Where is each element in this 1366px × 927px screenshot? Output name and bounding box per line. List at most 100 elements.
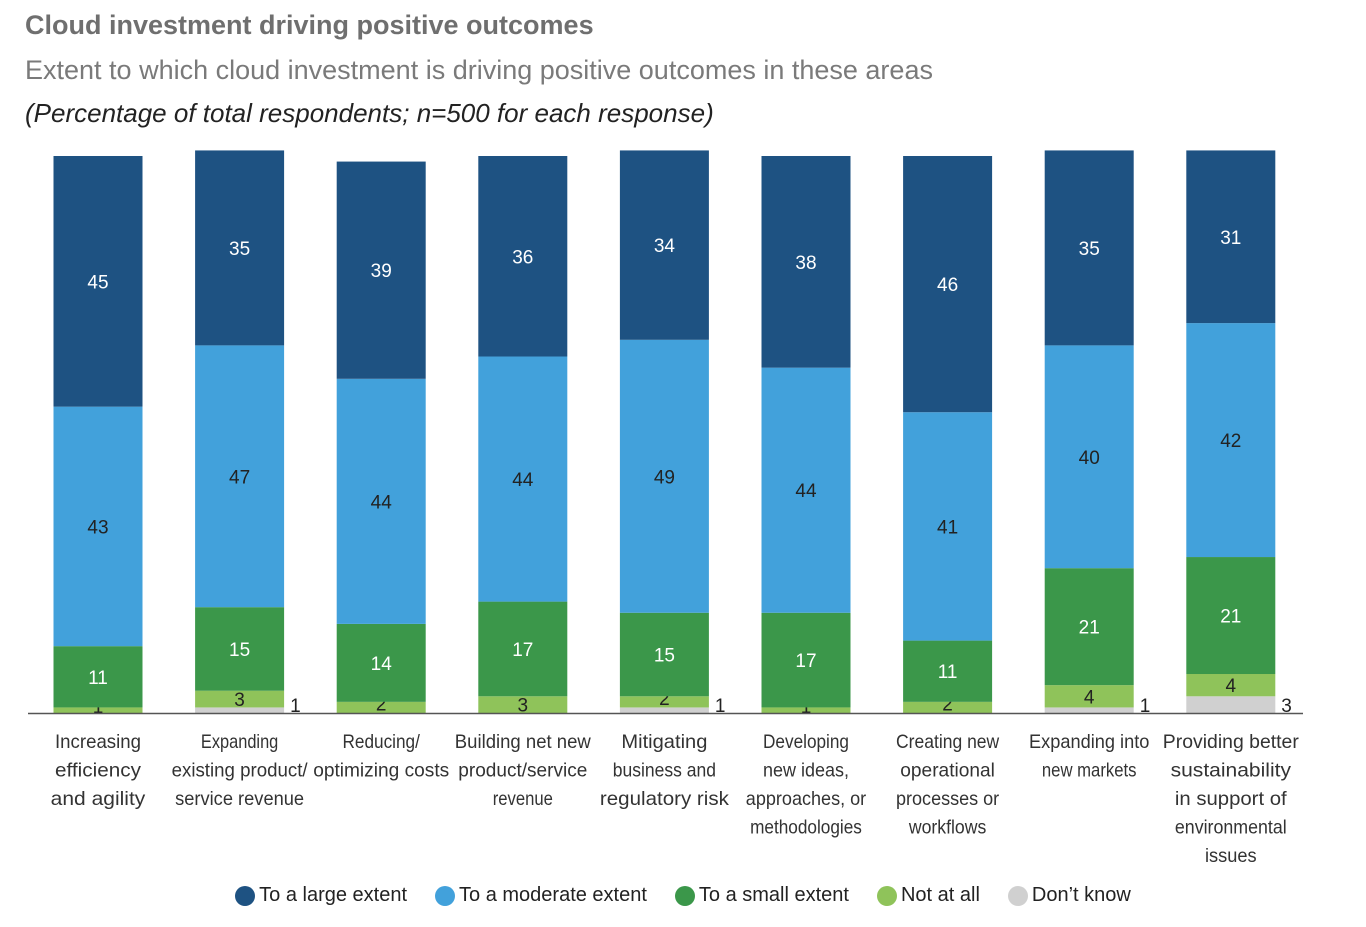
bar-segment-7-0: [1044, 707, 1134, 713]
category-label-line: regulatory risk: [600, 788, 729, 810]
legend-item-large: To a large extent: [235, 884, 407, 907]
bar-segment-4-3: [619, 339, 709, 613]
category-label-line: new markets: [1042, 760, 1137, 782]
chart-legend: To a large extent To a moderate extent T…: [0, 884, 1366, 907]
bar-segment-6-3: [903, 412, 993, 641]
data-label-not-at-all-7: 4: [1084, 687, 1095, 708]
bar-segment-7-4: [1044, 150, 1134, 346]
legend-label-dont-know: Don’t know: [1031, 884, 1131, 906]
category-label-line: workflows: [908, 817, 987, 839]
legend-item-moderate: To a moderate extent: [435, 884, 647, 907]
category-label-line: Increasing: [55, 731, 141, 753]
legend-item-not-at-all: Not at all: [876, 884, 980, 907]
data-label-to-a-moderate-extent-1: 47: [229, 467, 250, 488]
category-label-line: Expanding into: [1029, 731, 1150, 753]
data-label-to-a-small-extent-6: 11: [938, 662, 958, 683]
bar-segment-0-4: [53, 156, 143, 407]
legend-dot-not-at-all: [876, 885, 897, 906]
chart-subtitle: Extent to which cloud investment is driv…: [25, 55, 933, 85]
bar-segment-8-0: [1186, 696, 1276, 713]
data-label-to-a-large-extent-5: 38: [795, 253, 816, 274]
data-label-to-a-large-extent-3: 36: [512, 247, 533, 268]
category-label-line: product/service: [458, 760, 587, 782]
legend-dot-moderate: [435, 885, 456, 906]
bar-segment-5-4: [761, 156, 851, 368]
data-label-to-a-large-extent-4: 34: [654, 236, 676, 257]
data-label-not-at-all-3: 3: [518, 696, 529, 717]
bar-segment-6-2: [903, 640, 993, 702]
bar-segment-8-4: [1186, 150, 1276, 324]
bar-segment-4-1: [619, 696, 709, 708]
bar-segment-7-1: [1044, 685, 1134, 708]
category-label-line: existing product/: [172, 760, 309, 782]
legend-item-small: To a small extent: [674, 884, 849, 907]
data-label-to-a-small-extent-0: 11: [88, 668, 108, 689]
bar-segment-4-4: [619, 150, 709, 340]
bar-segment-3-4: [478, 156, 568, 357]
bar-segment-5-2: [761, 612, 851, 708]
bar-segment-7-3: [1044, 345, 1134, 569]
category-label-line: Developing: [763, 731, 849, 753]
bar-segment-3-3: [478, 356, 568, 602]
category-label-line: Creating new: [896, 731, 1000, 753]
data-label-to-a-small-extent-5: 17: [795, 651, 816, 672]
legend-label-not-at-all: Not at all: [900, 884, 980, 906]
data-label-not-at-all-5: 1: [801, 697, 812, 718]
data-label-to-a-large-extent-0: 45: [87, 272, 108, 293]
category-label-line: methodologies: [750, 817, 862, 839]
data-label-not-at-all-2: 2: [376, 694, 387, 715]
category-label-line: efficiency: [55, 760, 141, 782]
legend-dot-large: [235, 885, 256, 906]
data-label-dont-know-7: 1: [1140, 696, 1151, 717]
bar-segment-8-2: [1186, 557, 1276, 675]
data-label-not-at-all-0: 1: [93, 697, 104, 718]
data-label-dont-know-1: 1: [290, 696, 301, 717]
category-label-line: sustainability: [1171, 760, 1292, 782]
bar-segment-1-2: [195, 607, 285, 691]
category-label-line: in support of: [1175, 788, 1287, 810]
category-label-3: Building net new product/service revenue: [455, 731, 592, 810]
category-label-line: Expanding: [201, 731, 278, 753]
data-label-to-a-moderate-extent-2: 44: [371, 492, 393, 513]
legend-dot-dont-know: [1007, 885, 1028, 906]
category-label-0: Increasing efficiency and agility: [51, 731, 146, 810]
data-label-to-a-moderate-extent-4: 49: [654, 467, 675, 488]
category-label-line: Mitigating: [621, 731, 707, 753]
category-label-4: Mitigating business and regulatory risk: [600, 731, 729, 810]
category-label-line: operational: [900, 760, 995, 782]
chart-note: (Percentage of total respondents; n=500 …: [25, 98, 714, 128]
data-label-to-a-small-extent-2: 14: [371, 654, 393, 675]
bar-segment-0-1: [53, 707, 143, 713]
category-label-6: Creating new operational processes or workf…: [896, 731, 1000, 839]
data-label-dont-know-4: 1: [715, 696, 726, 717]
data-label-to-a-moderate-extent-5: 44: [795, 481, 817, 502]
category-label-line: revenue: [493, 788, 553, 810]
data-label-to-a-small-extent-3: 17: [512, 640, 533, 661]
bar-segment-3-1: [478, 696, 568, 713]
bar-segment-6-1: [903, 701, 993, 713]
bar-segment-6-4: [903, 156, 993, 413]
bar-segment-4-0: [619, 707, 709, 713]
data-label-to-a-large-extent-8: 31: [1220, 228, 1241, 249]
bar-segment-2-1: [336, 701, 426, 713]
data-label-to-a-large-extent-1: 35: [229, 239, 250, 260]
category-label-line: Providing better: [1163, 731, 1300, 753]
data-label-to-a-small-extent-7: 21: [1079, 618, 1100, 639]
category-label-line: Building net new: [455, 731, 592, 753]
data-label-to-a-moderate-extent-3: 44: [512, 470, 534, 491]
category-label-line: environmental: [1175, 817, 1287, 839]
category-label-7: Expanding into new markets: [1029, 731, 1150, 782]
bar-segment-5-3: [761, 367, 851, 613]
category-label-line: approaches, or: [746, 788, 867, 810]
legend-label-moderate: To a moderate extent: [459, 884, 647, 906]
bar-segment-1-4: [195, 150, 285, 346]
bar-segment-2-4: [336, 161, 426, 379]
bar-segment-1-3: [195, 345, 285, 608]
bar-segment-8-3: [1186, 323, 1276, 558]
data-label-to-a-moderate-extent-8: 42: [1220, 431, 1241, 452]
category-label-5: Developing new ideas, approaches, or method…: [746, 731, 867, 839]
bar-segment-8-1: [1186, 674, 1276, 697]
category-label-line: and agility: [51, 788, 146, 810]
data-label-to-a-large-extent-6: 46: [937, 275, 958, 296]
